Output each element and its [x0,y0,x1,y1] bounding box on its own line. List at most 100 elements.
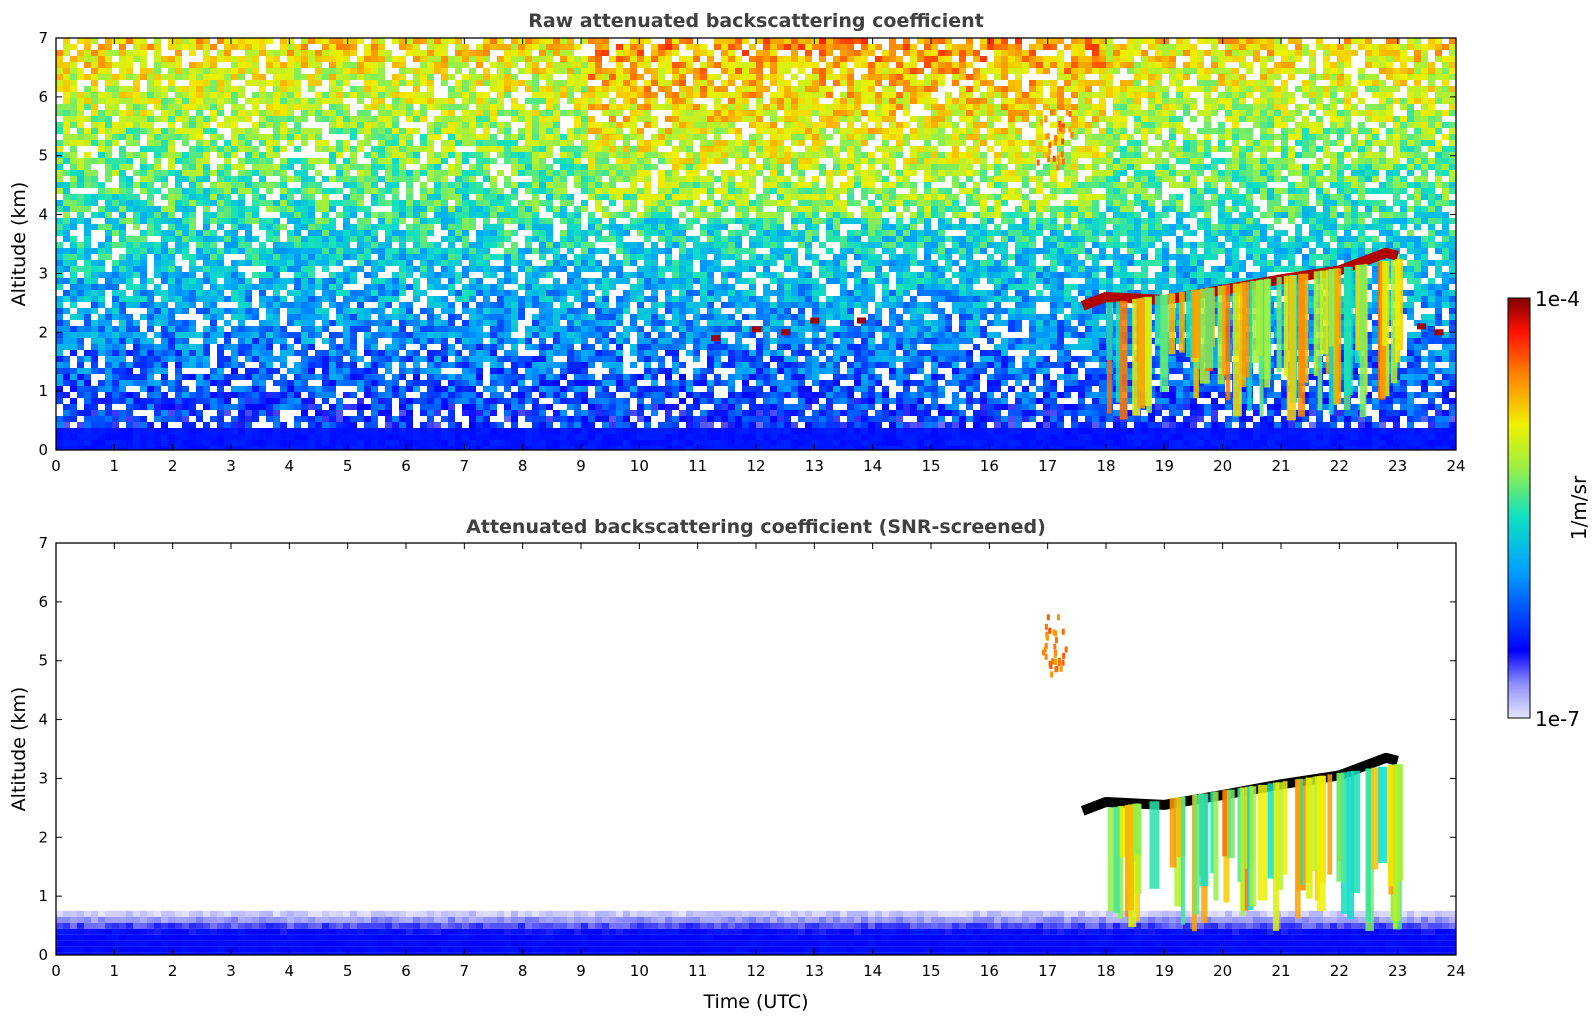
heatmap-cell [406,128,413,134]
heatmap-cell [147,146,154,152]
heatmap-cell [686,146,693,152]
heatmap-cell [630,134,637,140]
heatmap-cell [973,152,980,158]
heatmap-cell [1386,116,1393,122]
heatmap-cell [679,200,686,206]
heatmap-cell [1211,188,1218,194]
heatmap-cell [777,182,784,188]
heatmap-cell [1008,134,1015,140]
heatmap-cell [882,182,889,188]
heatmap-cell [105,68,112,74]
heatmap-cell [203,140,210,146]
heatmap-cell [567,98,574,104]
heatmap-cell [238,206,245,212]
heatmap-cell [1211,176,1218,182]
heatmap-cell [896,134,903,140]
heatmap-cell [1050,206,1057,212]
heatmap-cell [868,50,875,56]
heatmap-cell [1344,116,1351,122]
heatmap-cell [616,50,623,56]
heatmap-cell [546,164,553,170]
heatmap-cell [1400,146,1407,152]
heatmap-cell [161,206,168,212]
heatmap-cell [161,176,168,182]
heatmap-cell [518,116,525,122]
heatmap-cell [469,74,476,80]
heatmap-cell [1435,176,1442,182]
heatmap-cell [721,38,728,44]
heatmap-cell [1183,146,1190,152]
heatmap-cell [406,38,413,44]
heatmap-cell [784,206,791,212]
heatmap-cell [1330,164,1337,170]
heatmap-cell [539,44,546,50]
heatmap-cell [1358,44,1365,50]
heatmap-cell [546,56,553,62]
heatmap-cell [1386,68,1393,74]
heatmap-cell [1351,134,1358,140]
heatmap-cell [714,98,721,104]
heatmap-cell [525,158,532,164]
heatmap-cell [217,194,224,200]
heatmap-cell [1414,218,1421,224]
heatmap-cell [1064,206,1071,212]
heatmap-cell [847,50,854,56]
heatmap-cell [441,56,448,62]
heatmap-cell [343,128,350,134]
heatmap-cell [392,38,399,44]
heatmap-cell [1428,188,1435,194]
heatmap-cell [1358,80,1365,86]
heatmap-cell [686,44,693,50]
heatmap-cell [560,218,567,224]
heatmap-cell [63,152,70,158]
heatmap-cell [238,86,245,92]
heatmap-cell [749,116,756,122]
heatmap-cell [784,200,791,206]
heatmap-cell [791,86,798,92]
heatmap-cell [182,68,189,74]
heatmap-cell [896,104,903,110]
heatmap-cell [1274,50,1281,56]
heatmap-cell [1022,56,1029,62]
heatmap-cell [168,44,175,50]
heatmap-cell [686,92,693,98]
heatmap-cell [546,110,553,116]
heatmap-cell [1218,104,1225,110]
heatmap-cell [364,56,371,62]
heatmap-cell [364,74,371,80]
heatmap-cell [1365,56,1372,62]
heatmap-cell [1148,116,1155,122]
heatmap-cell [1029,104,1036,110]
heatmap-cell [910,158,917,164]
heatmap-cell [161,98,168,104]
heatmap-cell [602,188,609,194]
heatmap-cell [259,194,266,200]
heatmap-cell [840,188,847,194]
heatmap-cell [399,206,406,212]
heatmap-cell [413,86,420,92]
heatmap-cell [343,194,350,200]
heatmap-cell [1288,128,1295,134]
heatmap-cell [224,86,231,92]
heatmap-cell [749,146,756,152]
heatmap-cell [630,38,637,44]
heatmap-cell [1225,44,1232,50]
heatmap-cell [938,116,945,122]
heatmap-cell [693,110,700,116]
heatmap-cell [854,38,861,44]
heatmap-cell [665,50,672,56]
heatmap-cell [1225,116,1232,122]
heatmap-cell [1085,212,1092,218]
heatmap-cell [1134,218,1141,224]
heatmap-cell [77,158,84,164]
heatmap-cell [581,206,588,212]
heatmap-cell [371,44,378,50]
heatmap-cell [847,56,854,62]
heatmap-cell [1113,44,1120,50]
heatmap-cell [987,104,994,110]
heatmap-cell [441,212,448,218]
heatmap-cell [644,140,651,146]
heatmap-cell [1337,200,1344,206]
heatmap-cell [203,158,210,164]
heatmap-cell [70,194,77,200]
